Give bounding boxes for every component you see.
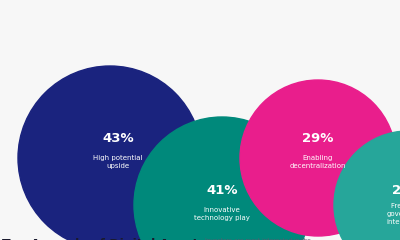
Text: 43%: 43% <box>102 132 134 144</box>
Text: High potential
upside: High potential upside <box>93 155 143 169</box>
Circle shape <box>18 66 202 240</box>
Text: Enabling
decentralization: Enabling decentralization <box>290 155 346 169</box>
Circle shape <box>134 117 310 240</box>
Text: Investors are most interested in the
return potential and decentralized
nature o: Investors are most interested in the ret… <box>205 238 311 240</box>
Text: Free from
government
intervention: Free from government intervention <box>387 204 400 224</box>
Text: 29%: 29% <box>302 132 334 144</box>
Text: Top Appeals of Digital Assets: Top Appeals of Digital Assets <box>2 238 206 240</box>
Text: 26%: 26% <box>392 184 400 197</box>
Text: 41%: 41% <box>206 184 238 197</box>
Circle shape <box>334 131 400 240</box>
Text: Innovative
technology play: Innovative technology play <box>194 207 250 221</box>
Circle shape <box>240 80 396 236</box>
